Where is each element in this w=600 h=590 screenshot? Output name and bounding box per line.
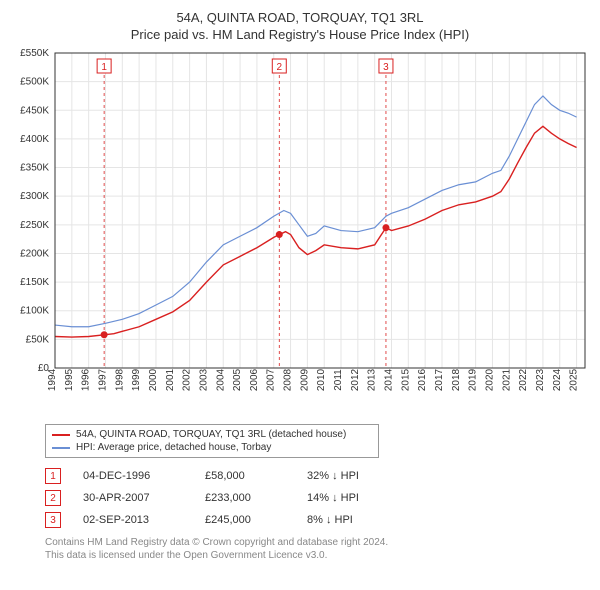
- svg-text:2021: 2021: [501, 368, 512, 391]
- footer-line-1: Contains HM Land Registry data © Crown c…: [45, 536, 590, 549]
- svg-text:1: 1: [101, 62, 107, 73]
- svg-text:1994: 1994: [47, 368, 58, 391]
- event-diff: 32% ↓ HPI: [307, 470, 359, 482]
- svg-text:2022: 2022: [518, 368, 529, 391]
- svg-text:1999: 1999: [131, 368, 142, 391]
- chart-svg: £0£50K£100K£150K£200K£250K£300K£350K£400…: [10, 48, 590, 418]
- svg-text:1995: 1995: [64, 368, 75, 391]
- svg-text:£400K: £400K: [20, 134, 49, 145]
- svg-text:2005: 2005: [232, 368, 243, 391]
- svg-text:2017: 2017: [434, 368, 445, 391]
- legend-item: HPI: Average price, detached house, Torb…: [52, 441, 372, 454]
- chart-subtitle: Price paid vs. HM Land Registry's House …: [10, 27, 590, 42]
- svg-text:2000: 2000: [148, 368, 159, 391]
- chart-area: £0£50K£100K£150K£200K£250K£300K£350K£400…: [10, 48, 590, 418]
- svg-text:2023: 2023: [535, 368, 546, 391]
- svg-text:2016: 2016: [417, 368, 428, 391]
- svg-text:2014: 2014: [384, 368, 395, 391]
- svg-text:2011: 2011: [333, 369, 344, 391]
- legend-label: HPI: Average price, detached house, Torb…: [76, 442, 271, 453]
- legend-swatch: [52, 447, 70, 449]
- svg-text:2015: 2015: [400, 368, 411, 391]
- svg-text:£450K: £450K: [20, 105, 49, 116]
- svg-text:£350K: £350K: [20, 163, 49, 174]
- event-price: £245,000: [205, 514, 285, 526]
- svg-text:£300K: £300K: [20, 191, 49, 202]
- svg-text:2012: 2012: [350, 368, 361, 391]
- svg-text:3: 3: [383, 62, 389, 73]
- legend-item: 54A, QUINTA ROAD, TORQUAY, TQ1 3RL (deta…: [52, 428, 372, 441]
- event-price: £58,000: [205, 470, 285, 482]
- svg-text:2003: 2003: [198, 368, 209, 391]
- svg-text:£500K: £500K: [20, 77, 49, 88]
- event-marker: 1: [45, 468, 61, 484]
- svg-text:2002: 2002: [182, 368, 193, 391]
- svg-text:£250K: £250K: [20, 220, 49, 231]
- svg-text:£50K: £50K: [26, 334, 50, 345]
- svg-text:2020: 2020: [484, 368, 495, 391]
- svg-text:1998: 1998: [114, 368, 125, 391]
- svg-text:1997: 1997: [97, 368, 108, 391]
- chart-title: 54A, QUINTA ROAD, TORQUAY, TQ1 3RL: [10, 10, 590, 25]
- svg-text:2008: 2008: [283, 368, 294, 391]
- svg-text:£100K: £100K: [20, 306, 49, 317]
- svg-text:2007: 2007: [266, 368, 277, 391]
- event-date: 04-DEC-1996: [83, 470, 183, 482]
- event-row: 2 30-APR-2007 £233,000 14% ↓ HPI: [45, 490, 590, 506]
- svg-text:2004: 2004: [215, 368, 226, 391]
- legend: 54A, QUINTA ROAD, TORQUAY, TQ1 3RL (deta…: [45, 424, 379, 458]
- events-table: 1 04-DEC-1996 £58,000 32% ↓ HPI 2 30-APR-2007…: [45, 468, 590, 528]
- svg-text:2024: 2024: [552, 368, 563, 391]
- svg-text:2006: 2006: [249, 368, 260, 391]
- svg-text:£150K: £150K: [20, 277, 49, 288]
- footer-line-2: This data is licensed under the Open Gov…: [45, 549, 590, 562]
- event-marker: 3: [45, 512, 61, 528]
- svg-text:2001: 2001: [165, 368, 176, 391]
- svg-text:2013: 2013: [367, 368, 378, 391]
- event-date: 30-APR-2007: [83, 492, 183, 504]
- svg-text:£550K: £550K: [20, 48, 49, 59]
- legend-label: 54A, QUINTA ROAD, TORQUAY, TQ1 3RL (deta…: [76, 429, 346, 440]
- event-date: 02-SEP-2013: [83, 514, 183, 526]
- svg-text:2010: 2010: [316, 368, 327, 391]
- svg-text:2: 2: [277, 62, 283, 73]
- svg-text:£200K: £200K: [20, 248, 49, 259]
- event-price: £233,000: [205, 492, 285, 504]
- footer-attribution: Contains HM Land Registry data © Crown c…: [45, 536, 590, 562]
- svg-text:1996: 1996: [81, 368, 92, 391]
- svg-text:2019: 2019: [468, 368, 479, 391]
- svg-text:2025: 2025: [569, 368, 580, 391]
- event-marker: 2: [45, 490, 61, 506]
- legend-swatch: [52, 434, 70, 436]
- event-row: 1 04-DEC-1996 £58,000 32% ↓ HPI: [45, 468, 590, 484]
- svg-text:2018: 2018: [451, 368, 462, 391]
- event-row: 3 02-SEP-2013 £245,000 8% ↓ HPI: [45, 512, 590, 528]
- svg-text:2009: 2009: [299, 368, 310, 391]
- event-diff: 14% ↓ HPI: [307, 492, 359, 504]
- event-diff: 8% ↓ HPI: [307, 514, 353, 526]
